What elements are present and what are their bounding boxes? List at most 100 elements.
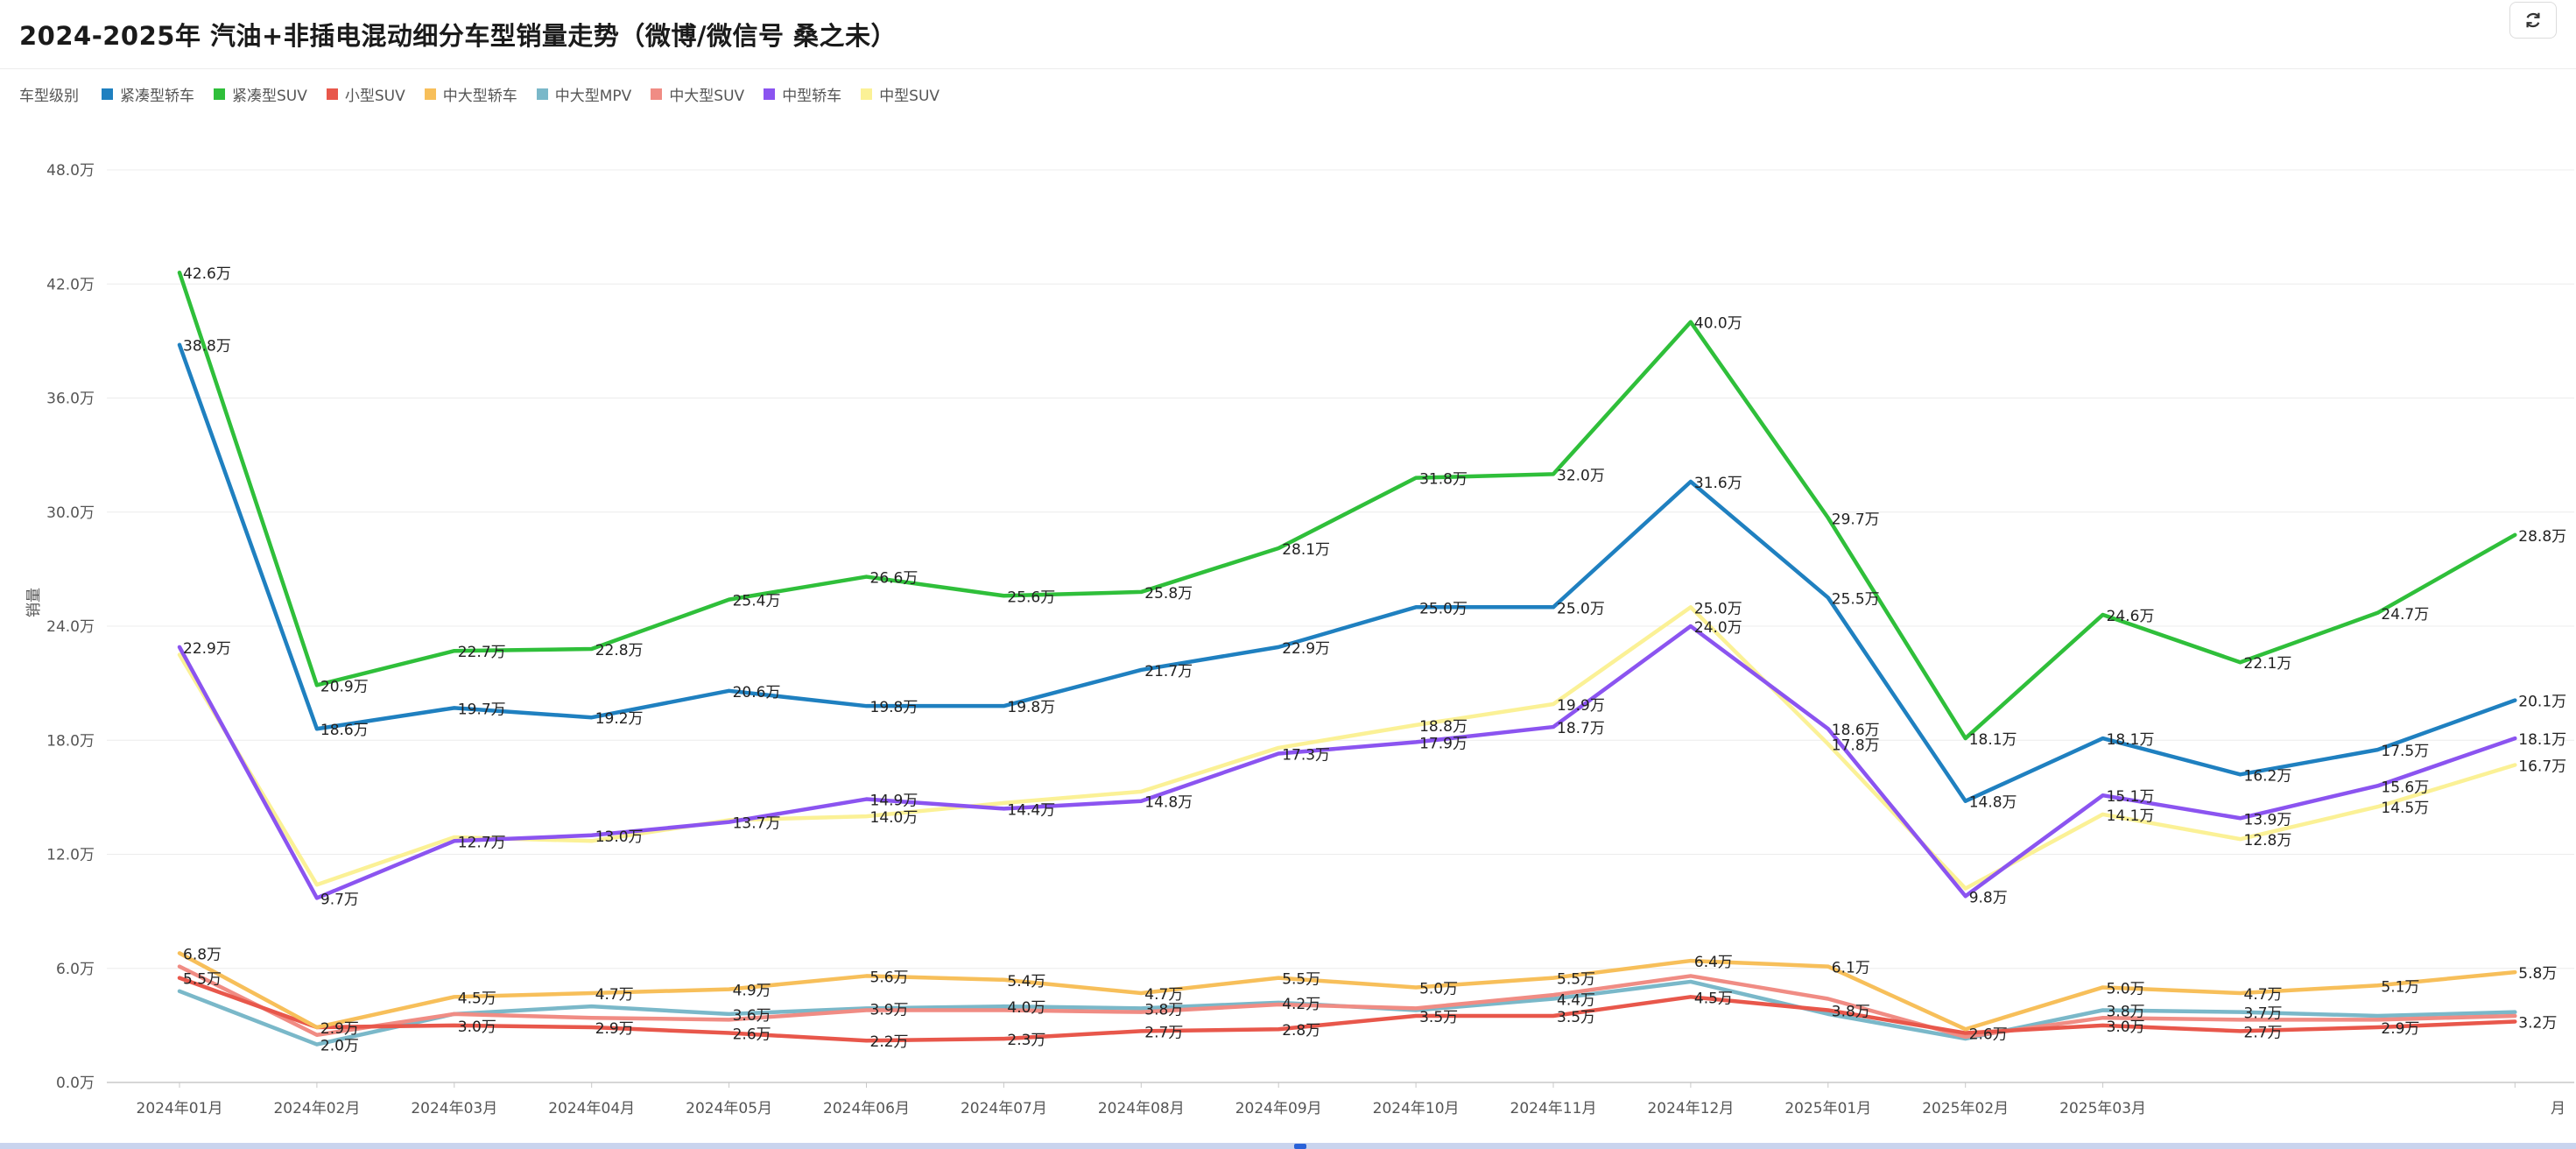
data-label: 5.5万 — [1282, 971, 1320, 989]
data-label: 25.0万 — [1419, 600, 1467, 617]
legend-swatch — [861, 88, 873, 100]
refresh-icon — [2526, 12, 2540, 28]
data-label: 24.0万 — [1694, 619, 1742, 637]
series-line — [177, 976, 2517, 1043]
legend-item[interactable]: 中型SUV — [861, 83, 940, 105]
data-label: 4.5万 — [1694, 990, 1733, 1007]
data-label: 2.7万 — [1144, 1024, 1183, 1041]
data-label: 19.9万 — [1557, 697, 1605, 715]
legend-item[interactable]: 中大型轿车 — [424, 83, 517, 105]
data-label: 5.5万 — [183, 971, 222, 989]
legend-swatch — [764, 88, 776, 100]
legend-label: 小型SUV — [344, 87, 405, 105]
data-label: 25.0万 — [1557, 600, 1605, 617]
data-label: 25.6万 — [1007, 589, 1055, 606]
data-label: 9.8万 — [1969, 889, 2008, 906]
legend-label: 紧凑型轿车 — [120, 87, 194, 105]
y-tick-label: 12.0万 — [46, 847, 95, 864]
data-label: 13.7万 — [733, 815, 781, 833]
legend: 车型级别 紧凑型轿车 紧凑型SUV 小型SUV 中大型轿车 中大型MPV 中大型SUV 中型… — [19, 82, 959, 105]
y-tick-label: 18.0万 — [46, 732, 95, 750]
data-label: 18.1万 — [2518, 731, 2566, 749]
data-label: 42.6万 — [183, 265, 231, 283]
legend-item[interactable]: 紧凑型轿车 — [102, 83, 194, 105]
scroll-track[interactable] — [0, 1143, 2576, 1149]
x-tick-label: 2025年01月 — [1784, 1100, 1871, 1117]
data-label: 22.9万 — [1282, 640, 1330, 658]
data-label: 5.6万 — [870, 969, 909, 986]
x-tick-label: 2024年06月 — [823, 1100, 910, 1117]
legend-label: 紧凑型SUV — [232, 87, 307, 105]
data-label: 5.5万 — [1557, 971, 1595, 989]
x-tick-label: 2024年04月 — [548, 1100, 635, 1117]
legend-swatch — [326, 88, 338, 100]
data-label: 3.6万 — [733, 1007, 771, 1025]
data-label: 20.6万 — [733, 684, 781, 701]
data-label: 19.2万 — [595, 710, 644, 728]
legend-item[interactable]: 中大型MPV — [536, 83, 632, 105]
x-tick-label: 2024年03月 — [411, 1100, 497, 1117]
data-label: 5.0万 — [1419, 980, 1458, 997]
data-label: 2.6万 — [733, 1026, 771, 1044]
data-label: 22.9万 — [183, 640, 231, 658]
data-label: 4.5万 — [458, 990, 496, 1007]
data-label: 29.7万 — [1832, 511, 1880, 528]
legend-swatch — [536, 88, 548, 100]
data-label: 2.9万 — [320, 1020, 359, 1038]
legend-label: 中大型MPV — [554, 87, 632, 105]
data-label: 14.8万 — [1969, 794, 2017, 812]
data-label: 6.8万 — [183, 946, 222, 963]
data-label: 14.4万 — [1007, 801, 1055, 819]
x-tick-label: 2024年02月 — [273, 1100, 360, 1117]
data-label: 4.2万 — [1282, 996, 1320, 1013]
legend-item[interactable]: 中大型SUV — [651, 83, 744, 105]
legend-item[interactable]: 紧凑型SUV — [214, 83, 307, 105]
x-tick-label: 2025年02月 — [1922, 1100, 2009, 1117]
data-label: 16.2万 — [2244, 767, 2292, 785]
data-label: 5.1万 — [2381, 978, 2419, 996]
legend-title: 车型级别 — [19, 87, 79, 105]
series-line — [177, 624, 2517, 900]
data-label: 25.8万 — [1144, 585, 1193, 603]
y-tick-label: 6.0万 — [56, 961, 95, 978]
legend-label: 中大型轿车 — [442, 87, 517, 105]
refresh-button[interactable] — [2509, 2, 2557, 39]
data-label: 3.8万 — [2107, 1004, 2145, 1021]
data-label: 3.8万 — [1832, 1004, 1870, 1021]
legend-swatch — [424, 88, 436, 100]
data-label: 2.3万 — [1007, 1032, 1045, 1049]
data-label: 13.0万 — [595, 828, 644, 846]
data-label: 5.4万 — [1007, 973, 1045, 990]
scroll-handle[interactable] — [1294, 1144, 1306, 1149]
data-label: 17.9万 — [1419, 735, 1467, 752]
data-label: 14.9万 — [870, 793, 918, 810]
data-label: 3.2万 — [2518, 1015, 2557, 1033]
legend-item[interactable]: 小型SUV — [326, 83, 405, 105]
y-tick-label: 0.0万 — [56, 1075, 95, 1092]
data-label: 4.7万 — [595, 986, 634, 1004]
y-tick-label: 48.0万 — [46, 162, 95, 180]
legend-item[interactable]: 中型轿车 — [764, 83, 841, 105]
series-line — [177, 342, 2517, 803]
data-label: 18.1万 — [1969, 731, 2017, 749]
data-label: 19.7万 — [458, 701, 506, 718]
data-label: 4.7万 — [1144, 986, 1183, 1004]
data-label: 12.8万 — [2244, 832, 2292, 849]
data-label: 6.1万 — [1832, 960, 1870, 977]
data-label: 15.1万 — [2107, 788, 2155, 806]
data-label: 28.1万 — [1282, 541, 1330, 559]
data-label: 17.3万 — [1282, 746, 1330, 764]
data-label: 19.8万 — [870, 699, 918, 716]
data-label: 18.7万 — [1557, 720, 1605, 737]
data-label: 14.1万 — [2107, 807, 2155, 825]
y-tick-label: 36.0万 — [46, 391, 95, 408]
data-label: 22.1万 — [2244, 655, 2292, 673]
data-label: 3.7万 — [2244, 1005, 2283, 1023]
data-label: 20.9万 — [320, 678, 369, 695]
data-label: 5.0万 — [2107, 980, 2145, 997]
data-label: 3.8万 — [1144, 1001, 1183, 1019]
legend-items: 紧凑型轿车 紧凑型SUV 小型SUV 中大型轿车 中大型MPV 中大型SUV 中型轿车 中型S… — [102, 83, 959, 105]
data-label: 15.6万 — [2381, 779, 2429, 796]
y-tick-label: 30.0万 — [46, 504, 95, 522]
x-tick-label: 月 — [2551, 1100, 2565, 1117]
